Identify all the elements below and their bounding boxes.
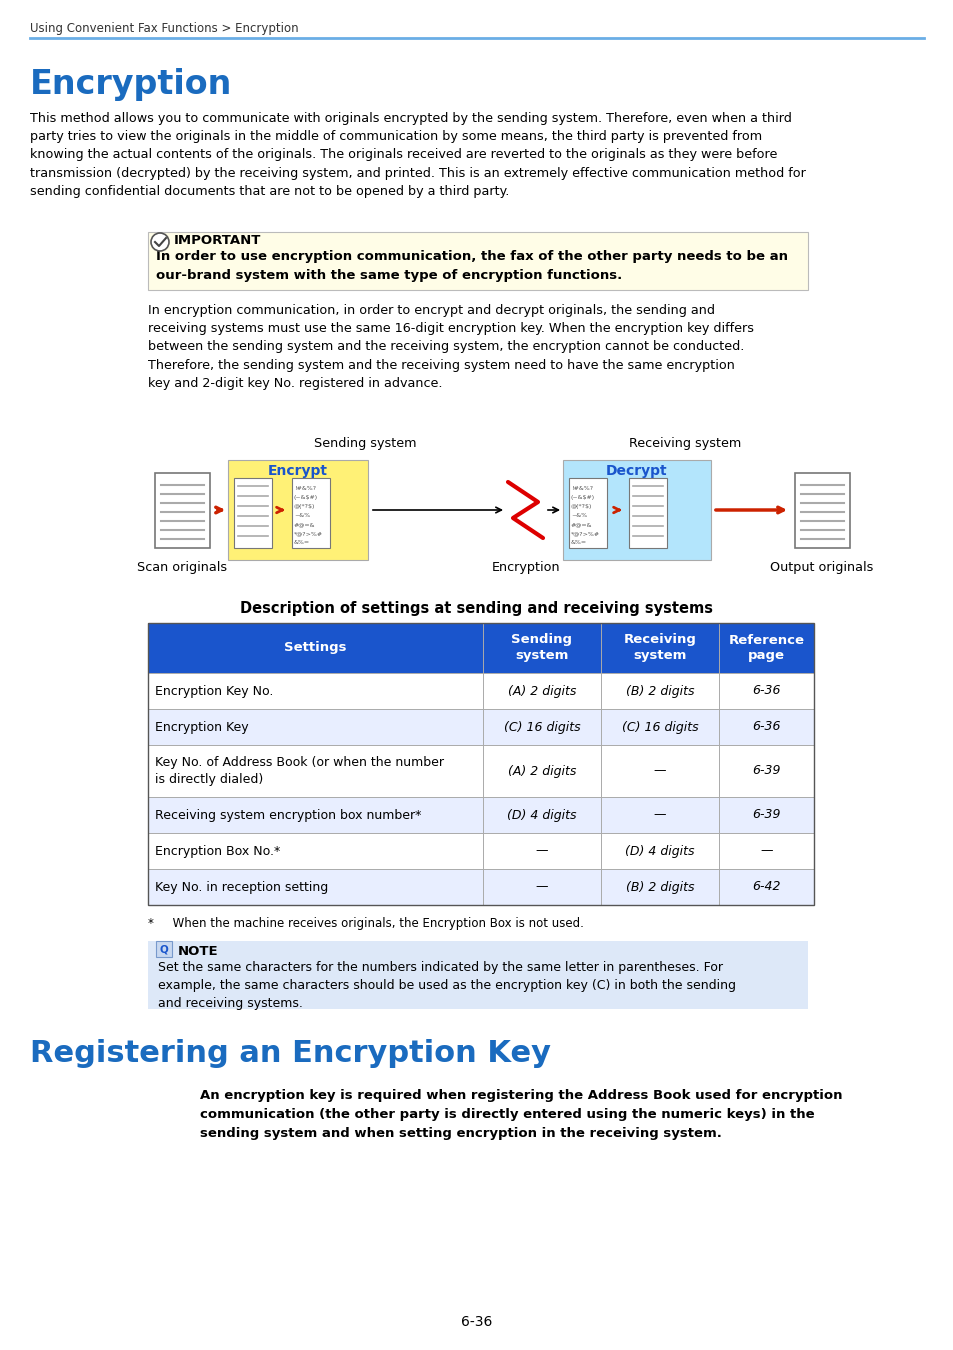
Bar <box>148 796 813 833</box>
Text: (D) 4 digits: (D) 4 digits <box>507 809 577 822</box>
Text: 6-36: 6-36 <box>752 684 780 698</box>
Text: (B) 2 digits: (B) 2 digits <box>625 684 694 698</box>
Text: In encryption communication, in order to encrypt and decrypt originals, the send: In encryption communication, in order to… <box>148 304 753 390</box>
Text: Encryption Key: Encryption Key <box>154 721 249 733</box>
Text: 6-42: 6-42 <box>752 880 780 894</box>
Text: Settings: Settings <box>284 641 346 655</box>
Text: Set the same characters for the numbers indicated by the same letter in parenthe: Set the same characters for the numbers … <box>158 961 735 1010</box>
Text: *     When the machine receives originals, the Encryption Box is not used.: * When the machine receives originals, t… <box>148 917 583 930</box>
Text: (B) 2 digits: (B) 2 digits <box>625 880 694 894</box>
Text: Receiving system encryption box number*: Receiving system encryption box number* <box>154 809 421 822</box>
Text: 6-39: 6-39 <box>752 764 780 778</box>
Text: (A) 2 digits: (A) 2 digits <box>507 764 576 778</box>
Bar <box>148 745 813 796</box>
Bar <box>148 833 813 869</box>
Bar <box>154 472 210 548</box>
Text: Encryption Box No.*: Encryption Box No.* <box>154 845 280 857</box>
Bar <box>233 478 272 548</box>
Text: Description of settings at sending and receiving systems: Description of settings at sending and r… <box>240 601 713 616</box>
Bar <box>292 478 330 548</box>
Bar <box>228 460 368 560</box>
Text: 6-39: 6-39 <box>752 809 780 822</box>
Text: #@=&: #@=& <box>294 522 315 526</box>
Text: This method allows you to communicate with originals encrypted by the sending sy: This method allows you to communicate wi… <box>30 112 805 198</box>
Text: Reference
page: Reference page <box>728 633 803 663</box>
Text: &%=: &%= <box>294 540 310 545</box>
Bar <box>148 869 813 904</box>
Text: (~&$#): (~&$#) <box>571 495 595 500</box>
Text: (C) 16 digits: (C) 16 digits <box>503 721 579 733</box>
Text: &%=: &%= <box>571 540 586 545</box>
Text: ~&%: ~&% <box>294 513 310 518</box>
Text: !#&%?: !#&%? <box>571 486 593 491</box>
Text: Sending system: Sending system <box>314 437 416 450</box>
Text: —: — <box>536 880 548 894</box>
Bar <box>148 674 813 709</box>
Bar <box>148 941 807 1008</box>
Text: *@?>%#: *@?>%# <box>294 531 323 536</box>
Text: Key No. in reception setting: Key No. in reception setting <box>154 880 328 894</box>
Bar <box>156 941 172 957</box>
Text: Encryption: Encryption <box>491 562 559 574</box>
Text: —: — <box>653 809 665 822</box>
Text: Scan originals: Scan originals <box>137 562 227 574</box>
Text: Receiving
system: Receiving system <box>623 633 696 663</box>
Text: Sending
system: Sending system <box>511 633 572 663</box>
FancyBboxPatch shape <box>148 232 807 290</box>
Text: Receiving system: Receiving system <box>628 437 740 450</box>
Bar <box>148 622 813 904</box>
Text: 6-36: 6-36 <box>752 721 780 733</box>
Text: Encryption: Encryption <box>30 68 233 101</box>
Circle shape <box>151 234 169 251</box>
Text: In order to use encryption communication, the fax of the other party needs to be: In order to use encryption communication… <box>156 250 787 282</box>
Text: #@=&: #@=& <box>571 522 592 526</box>
Bar <box>148 709 813 745</box>
Bar <box>148 622 813 674</box>
Bar <box>628 478 666 548</box>
Bar <box>794 472 849 548</box>
Text: (D) 4 digits: (D) 4 digits <box>624 845 694 857</box>
Text: !#&%?: !#&%? <box>294 486 315 491</box>
Text: (A) 2 digits: (A) 2 digits <box>507 684 576 698</box>
Text: —: — <box>653 764 665 778</box>
Text: Using Convenient Fax Functions > Encryption: Using Convenient Fax Functions > Encrypt… <box>30 22 298 35</box>
Text: 6-36: 6-36 <box>461 1315 492 1328</box>
Bar <box>562 460 710 560</box>
Text: Q: Q <box>159 944 168 954</box>
Text: @(*?$): @(*?$) <box>294 504 315 509</box>
Text: Encryption Key No.: Encryption Key No. <box>154 684 274 698</box>
Text: NOTE: NOTE <box>178 945 218 958</box>
Text: (C) 16 digits: (C) 16 digits <box>621 721 698 733</box>
Text: Registering an Encryption Key: Registering an Encryption Key <box>30 1040 551 1068</box>
Text: Decrypt: Decrypt <box>605 464 667 478</box>
Bar <box>568 478 606 548</box>
Text: ~&%: ~&% <box>571 513 586 518</box>
Text: @(*?$): @(*?$) <box>571 504 592 509</box>
Text: —: — <box>760 845 772 857</box>
Text: —: — <box>536 845 548 857</box>
Text: *@?>%#: *@?>%# <box>571 531 599 536</box>
Text: Output originals: Output originals <box>769 562 873 574</box>
Text: Encrypt: Encrypt <box>268 464 328 478</box>
Text: IMPORTANT: IMPORTANT <box>173 234 261 247</box>
Text: Key No. of Address Book (or when the number
is directly dialed): Key No. of Address Book (or when the num… <box>154 756 443 786</box>
Text: An encryption key is required when registering the Address Book used for encrypt: An encryption key is required when regis… <box>200 1089 841 1139</box>
Text: (~&$#): (~&$#) <box>294 495 317 500</box>
